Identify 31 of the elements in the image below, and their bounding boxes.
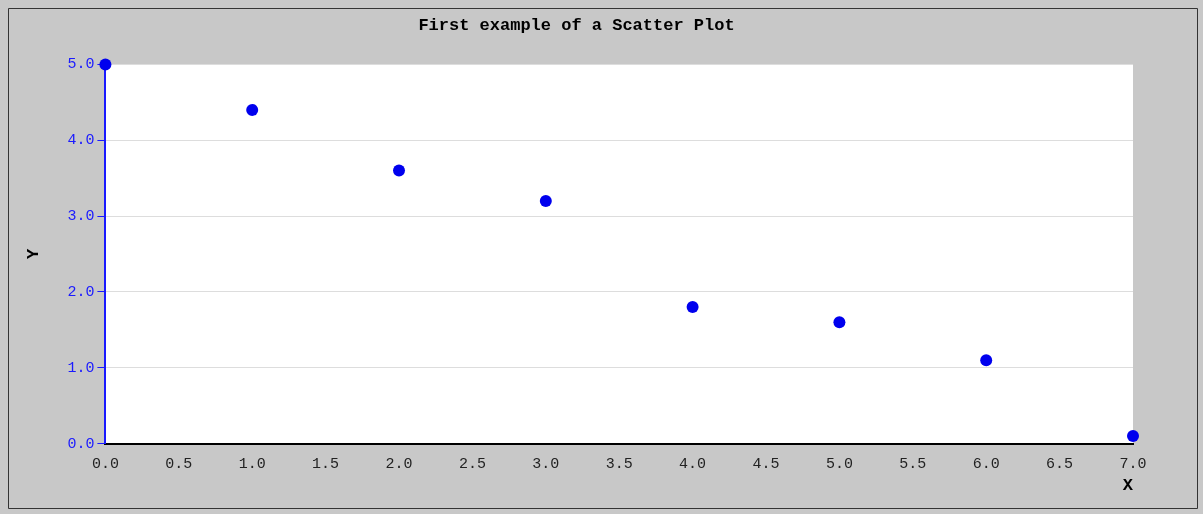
- x-axis-title: X: [1122, 476, 1134, 496]
- x-tick-label: 4.5: [752, 455, 780, 473]
- point: [1127, 430, 1139, 443]
- x-tick-label: 5.5: [899, 455, 927, 473]
- x-tick-label: 6.5: [1046, 455, 1074, 473]
- point: [393, 164, 405, 177]
- y-tick-label: 3.0: [67, 208, 95, 226]
- point: [539, 194, 552, 207]
- point: [980, 354, 993, 367]
- x-tick-label: 7.0: [1119, 455, 1147, 473]
- y-tick-label: 1.0: [67, 359, 95, 377]
- x-tick-label: 5.0: [825, 455, 853, 473]
- y-tick-label: 5.0: [67, 56, 95, 74]
- point: [686, 301, 699, 314]
- chart-title: First example of a Scatter Plot: [418, 16, 735, 36]
- x-tick-label: 3.0: [532, 455, 560, 473]
- x-tick-label: 0.5: [165, 455, 193, 473]
- x-tick-label: 2.5: [458, 455, 486, 473]
- point: [833, 316, 846, 329]
- x-tick-label: 0.0: [91, 455, 119, 473]
- x-tick-label: 1.0: [238, 455, 266, 473]
- y-axis-title: Y: [24, 248, 44, 260]
- y-tick-label: 4.0: [67, 132, 95, 150]
- point: [246, 103, 259, 116]
- y-tick-label: 0.0: [67, 435, 95, 453]
- x-tick-label: 2.0: [385, 455, 413, 473]
- x-tick-label: 6.0: [972, 455, 1000, 473]
- x-tick-label: 1.5: [312, 455, 340, 473]
- x-tick-label: 4.0: [679, 455, 707, 473]
- y-tick-label: 2.0: [67, 283, 95, 301]
- x-tick-label: 3.5: [605, 455, 633, 473]
